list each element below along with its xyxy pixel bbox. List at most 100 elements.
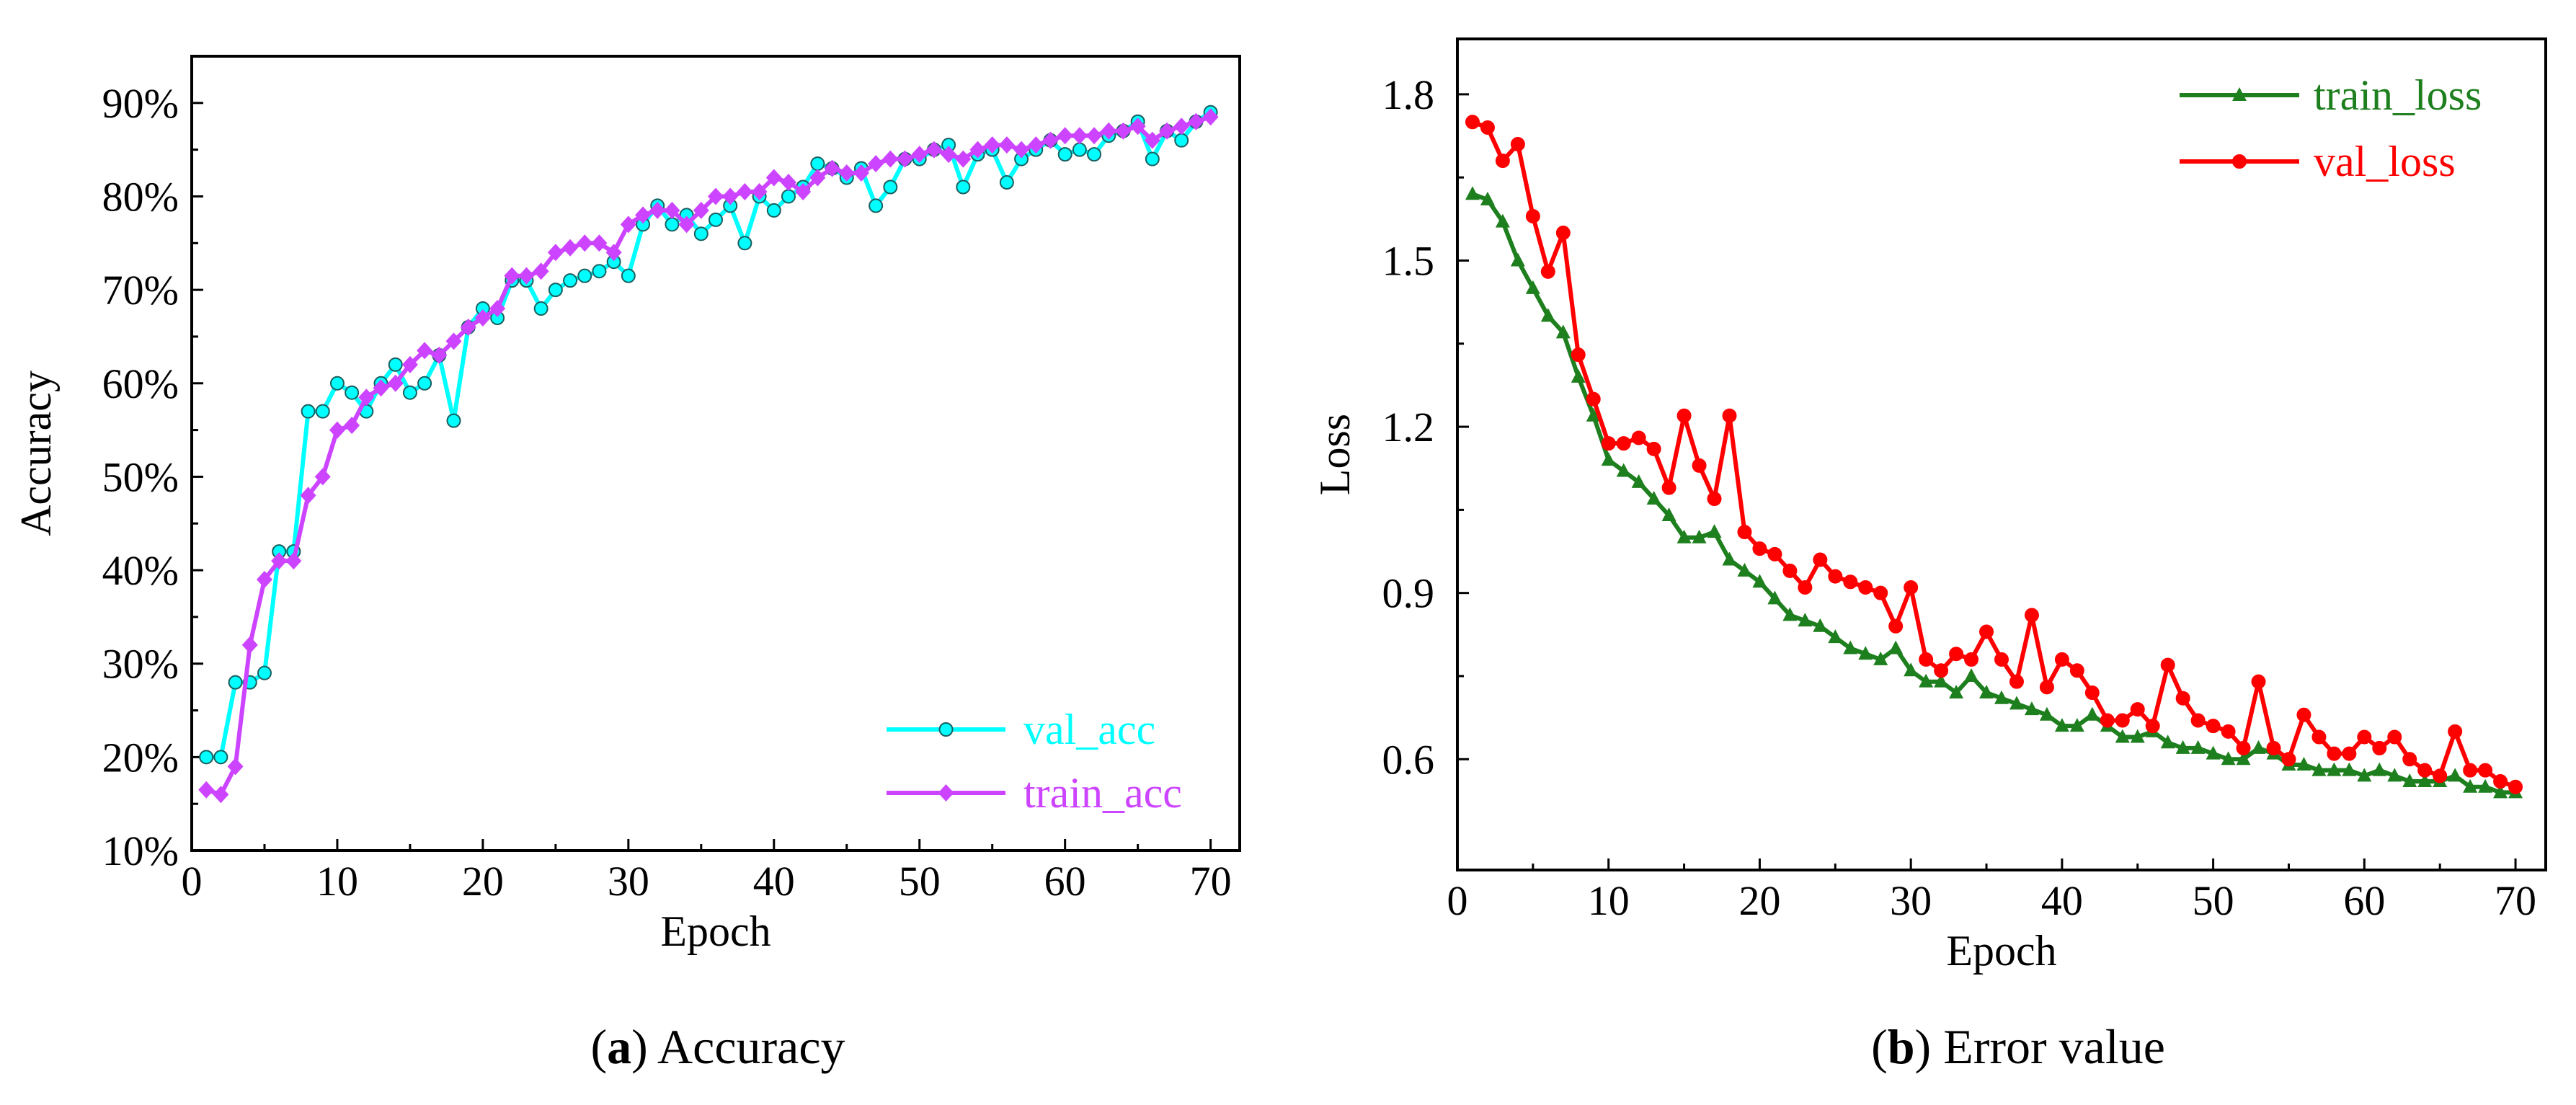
train_acc-point [445, 332, 462, 350]
train_loss-point [1586, 407, 1601, 422]
train_loss-point [1858, 646, 1873, 660]
train_acc-point [1188, 112, 1204, 130]
train_acc-point [809, 169, 826, 187]
train_loss-point [1813, 618, 1828, 632]
train_loss-point [1631, 474, 1646, 488]
train_loss-point [2024, 701, 2039, 716]
val_loss-point [1480, 120, 1495, 135]
legend-entry-train_acc: train_acc [887, 769, 1182, 817]
train_loss-point [1904, 662, 1919, 677]
train_loss-point [2342, 762, 2357, 776]
val_acc-point [1072, 142, 1087, 157]
val_loss-point [2357, 729, 2372, 745]
train_loss-point [2115, 729, 2130, 743]
y-tick-label: 90% [102, 80, 179, 127]
val_acc-point [301, 404, 316, 419]
val_acc-point [1087, 147, 1102, 162]
val_acc-point [709, 212, 723, 227]
val_loss-point [2402, 752, 2417, 767]
val_loss-point [1586, 391, 1601, 407]
train_acc-point [722, 187, 739, 205]
val_acc-point [548, 283, 563, 298]
train_loss-point [2387, 768, 2402, 782]
val_loss-point [1828, 569, 1843, 584]
train_acc-point [198, 781, 215, 799]
train_loss-point [2357, 768, 2372, 782]
train_acc-point [838, 164, 855, 182]
val_loss-point [2145, 719, 2160, 734]
val_loss-point [1495, 154, 1510, 169]
train_acc-point [678, 216, 695, 234]
val_loss-point [2190, 713, 2206, 728]
train_loss-point [1934, 673, 1949, 688]
train_acc-point [853, 164, 869, 182]
train_acc-point [358, 389, 375, 407]
val_acc-point [665, 217, 680, 232]
val_loss-point [1979, 624, 1994, 639]
train_acc-point [417, 342, 433, 360]
val_acc-point [228, 675, 243, 690]
loss-chart: 0 10 20 30 40 50 60 70 0.6 0.9 1.2 1.5 1.8 Epoch Loss t… [1311, 37, 2547, 975]
train_acc-point [635, 206, 652, 224]
val_acc-point [766, 203, 781, 218]
val_acc-point [533, 301, 548, 316]
train_acc-point [329, 421, 345, 439]
val_acc-point [563, 273, 578, 288]
val_loss-point [1616, 436, 1631, 451]
x-tick-label: 70 [1190, 858, 1232, 905]
legend-swatch-marker [2232, 87, 2247, 101]
train_loss-point [2478, 778, 2493, 793]
train_loss-point [1752, 574, 1767, 588]
legend-entry-train_loss: train_loss [2180, 71, 2482, 119]
val_acc-point [693, 226, 709, 241]
y-tick-label: 70% [102, 267, 179, 314]
val_loss-point [1949, 647, 1964, 662]
train_acc-point [897, 150, 913, 168]
val_acc-point [577, 268, 592, 283]
train_acc-point [431, 346, 448, 364]
legend-label: val_acc [1023, 706, 1155, 753]
train_acc-point [285, 552, 302, 570]
val_loss-point [2493, 774, 2508, 789]
train_loss-point [2417, 773, 2433, 788]
val_loss-point [2160, 657, 2175, 673]
val_loss-point [1525, 208, 1540, 223]
x-tick-label: 20 [462, 858, 504, 905]
val_loss-point [2251, 674, 2266, 689]
x-tick-label: 50 [899, 858, 941, 905]
train_acc-point [664, 201, 680, 219]
train_acc-point [882, 150, 899, 168]
train_loss-point [2069, 718, 2084, 732]
val_loss-point [1782, 563, 1798, 578]
train_acc-point [780, 174, 796, 192]
train_acc-point [256, 571, 272, 589]
val_acc-point [737, 236, 752, 251]
val_loss-point [1722, 408, 1737, 423]
train_loss-point [1571, 368, 1586, 383]
train_acc-point [1028, 136, 1044, 154]
x-tick-label: 60 [2343, 877, 2385, 924]
train_acc-point [620, 216, 636, 234]
val_loss-point [1510, 137, 1525, 152]
accuracy-chart: 0 10 20 30 40 50 60 70 10% 20% 30% 40% 50% 60% 70% 80% 9… [12, 55, 1241, 955]
val_loss-point [1934, 663, 1949, 678]
train_acc-point [1129, 117, 1146, 136]
val_loss-point [2417, 763, 2433, 778]
train_loss-point [1540, 308, 1555, 322]
y-tick-label: 0.6 [1382, 736, 1435, 783]
train_loss-point [2130, 729, 2145, 743]
x-tick-label: 0 [182, 858, 203, 905]
y-tick-label: 60% [102, 360, 179, 407]
train_loss-point [1601, 452, 1616, 466]
y-axis-title: Loss [1311, 414, 1359, 495]
train_loss-point [1994, 690, 2009, 704]
train_acc-point [984, 136, 1000, 154]
train_loss-point [1888, 640, 1904, 654]
val_acc-point [345, 385, 360, 400]
train_loss-point [1782, 607, 1798, 621]
train_loss-point [1843, 640, 1858, 654]
val_loss-point [1540, 264, 1555, 279]
train_acc-point [1173, 117, 1190, 136]
train_acc-point [1115, 122, 1132, 140]
y-tick-label: 50% [102, 453, 179, 500]
